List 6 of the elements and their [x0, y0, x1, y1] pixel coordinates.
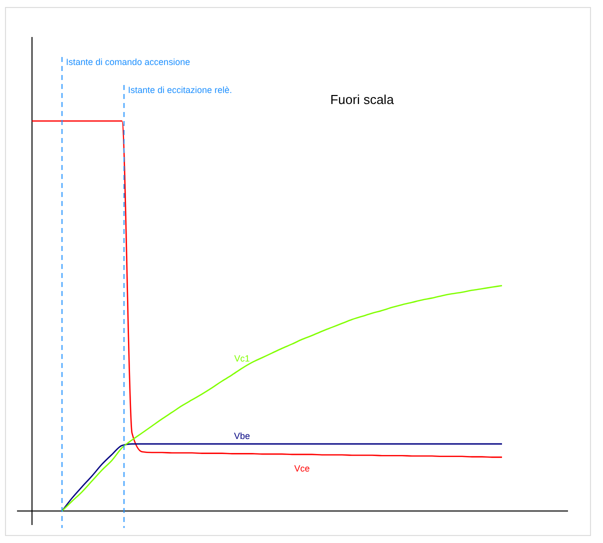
text: Istante di comando accensione [66, 57, 190, 67]
text: Istante di eccitazione relè. [128, 85, 232, 95]
series-label: Vc1 [234, 353, 250, 364]
series-label: Vce [294, 463, 310, 474]
text: Fuori scala [330, 92, 395, 107]
series-label: Vbe [234, 430, 250, 441]
